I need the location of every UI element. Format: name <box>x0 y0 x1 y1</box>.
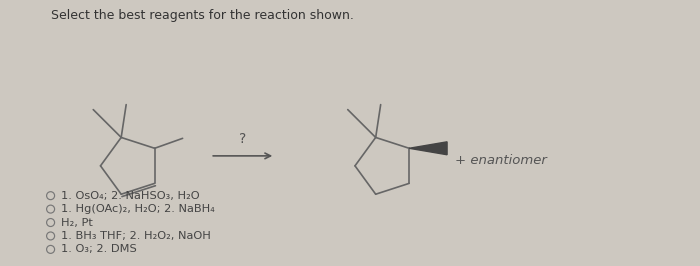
Text: 1. Hg(OAc)₂, H₂O; 2. NaBH₄: 1. Hg(OAc)₂, H₂O; 2. NaBH₄ <box>61 204 214 214</box>
Text: ?: ? <box>239 132 246 146</box>
Text: + enantiomer: + enantiomer <box>455 154 547 167</box>
Text: 1. O₃; 2. DMS: 1. O₃; 2. DMS <box>61 244 136 254</box>
Text: Select the best reagents for the reaction shown.: Select the best reagents for the reactio… <box>50 9 354 22</box>
Text: H₂, Pt: H₂, Pt <box>61 218 92 227</box>
Text: 1. OsO₄; 2. NaHSO₃, H₂O: 1. OsO₄; 2. NaHSO₃, H₂O <box>61 191 200 201</box>
Text: 1. BH₃ THF; 2. H₂O₂, NaOH: 1. BH₃ THF; 2. H₂O₂, NaOH <box>61 231 211 241</box>
Polygon shape <box>410 142 447 155</box>
